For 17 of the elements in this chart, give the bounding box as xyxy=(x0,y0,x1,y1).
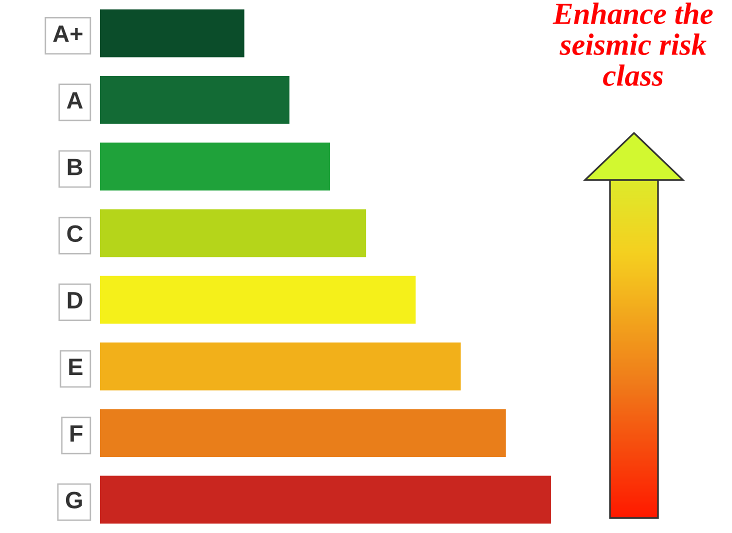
bar xyxy=(100,9,244,58)
y-tick-label: C xyxy=(67,225,83,242)
y-tick-label: D xyxy=(68,292,82,308)
y-tick-label: E xyxy=(69,358,82,375)
bar xyxy=(100,476,551,524)
y-tick-label: F xyxy=(70,425,82,442)
bar xyxy=(100,209,366,258)
bar xyxy=(100,276,416,324)
bar xyxy=(100,342,461,390)
text: Enhance the seismic risk class xyxy=(552,2,713,86)
y-tick-label: B xyxy=(68,158,82,176)
bar xyxy=(100,142,330,191)
y-tick-label: A xyxy=(66,92,83,108)
bar xyxy=(100,409,506,458)
y-tick-label: A+ xyxy=(53,26,82,42)
bar xyxy=(100,76,290,124)
y-tick-label: G xyxy=(66,492,82,508)
